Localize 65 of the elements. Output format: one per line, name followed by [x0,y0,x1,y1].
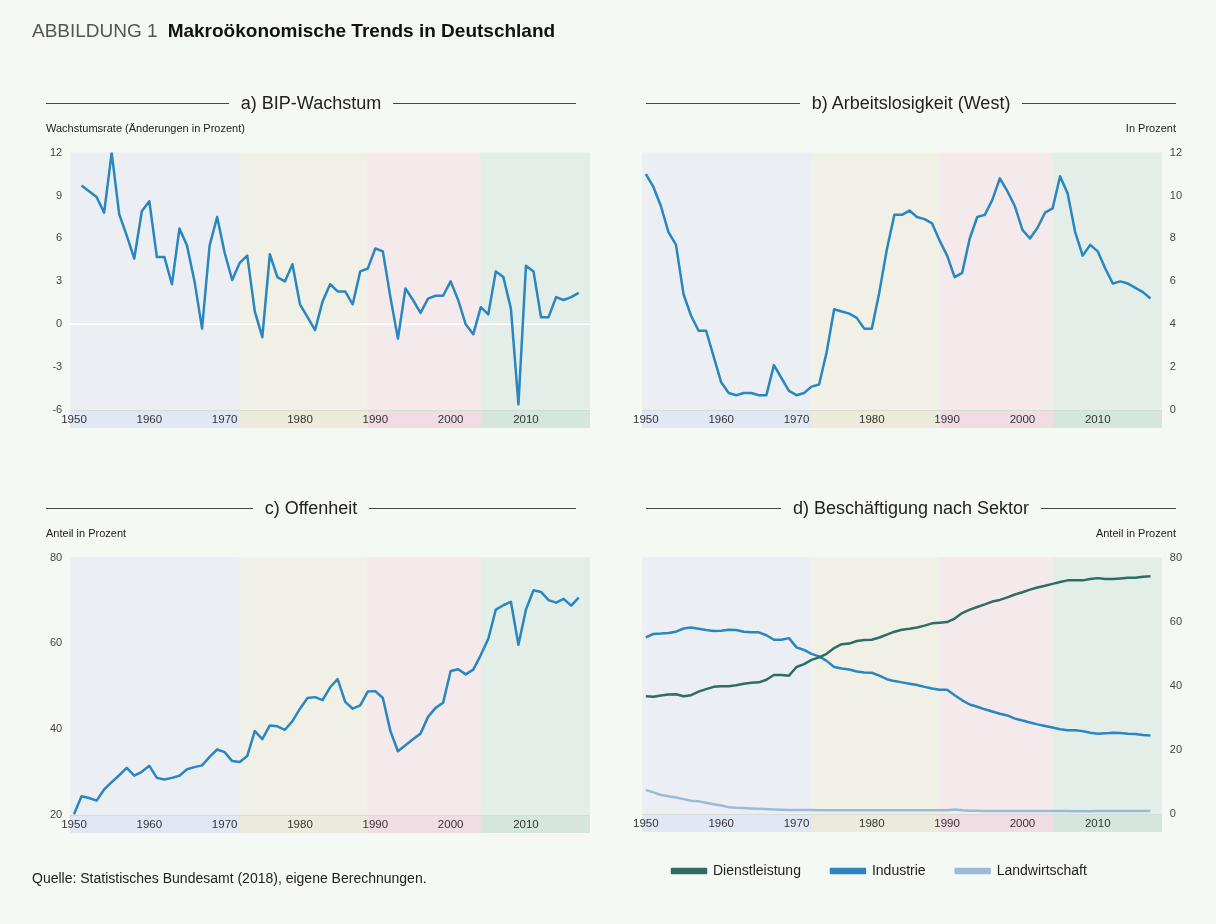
y-tick-label: -6 [52,403,63,416]
x-tick-label: 1970 [211,818,238,831]
x-tick-label: 1960 [708,817,734,830]
y2-tick-label: 20 [1169,743,1183,756]
y2-tick-label: 60 [1169,614,1183,627]
x-tick-label: 1960 [136,413,163,426]
y2-tick-label: 10 [1169,188,1183,201]
y-tick-label: -3 [52,360,63,373]
x-tick-label: 1980 [287,413,313,426]
chart-title: a) BIP-Wachstum [240,92,382,114]
x-tick-label: 2010 [1084,817,1111,830]
chart-title: c) Offenheit [264,497,358,519]
chart-title: d) Beschäftigung nach Sektor [792,497,1030,519]
source-note: Quelle: Statistisches Bundesamt (2018), eigene Berechnungen. [32,870,427,886]
x-tick-label: 1990 [934,817,960,830]
x-tick-label: 1980 [859,413,885,426]
x-tick-label: 2000 [437,818,464,831]
x-tick-label: 1980 [287,818,313,831]
x-tick-label: 1950 [61,413,87,426]
x-tick-label: 2000 [1009,817,1036,830]
x-tick-label: 1950 [633,413,659,426]
x-tick-label: 2010 [1084,413,1111,426]
legend-label: Landwirtschaft [996,861,1088,878]
legend-label: Dienstleistung [713,861,801,878]
y2-axis-title: Anteil in Prozent [1095,527,1176,539]
x-tick-label: 2010 [513,413,539,426]
x-tick-label: 1990 [362,413,389,426]
y2-tick-label: 0 [1169,403,1176,416]
y-tick-label: 40 [49,722,63,735]
y-tick-label: 12 [49,145,63,158]
x-tick-label: 2010 [513,818,539,831]
y2-axis-title: In Prozent [1125,122,1176,134]
y-tick-label: 3 [56,274,63,287]
x-tick-label: 1970 [783,413,810,426]
x-tick-label: 1990 [362,818,389,831]
x-tick-label: 1970 [783,817,810,830]
y2-tick-label: 6 [1169,274,1176,287]
y-tick-label: 80 [49,550,63,563]
x-tick-label: 1990 [934,413,960,426]
y-tick-label: 9 [56,188,63,201]
chart-title: b) Arbeitslosigkeit (West) [811,92,1011,114]
y-tick-label: 60 [49,636,63,649]
y2-tick-label: 4 [1169,317,1176,330]
text: ABBILDUNG 1 [32,20,158,42]
y-tick-label: 6 [56,231,63,244]
x-tick-label: 1960 [708,413,734,426]
x-tick-label: 1950 [633,817,659,830]
text: Makroökonomische Trends in Deutschland [167,20,556,42]
y2-tick-label: 12 [1169,145,1183,158]
x-tick-label: 1950 [61,818,87,831]
x-tick-label: 1980 [859,817,885,830]
y2-tick-label: 80 [1169,550,1183,563]
y-tick-label: 0 [56,317,63,330]
x-tick-label: 2000 [1009,413,1036,426]
y2-tick-label: 2 [1169,360,1176,373]
y-tick-label: 20 [49,808,63,821]
y-axis-title: Anteil in Prozent [46,527,127,539]
y2-tick-label: 8 [1169,231,1176,244]
x-tick-label: 1960 [136,818,163,831]
x-tick-label: 1970 [211,413,238,426]
y2-tick-label: 40 [1169,678,1183,691]
x-tick-label: 2000 [437,413,464,426]
y2-tick-label: 0 [1169,807,1176,820]
y-axis-title: Wachstumsrate (Änderungen in Prozent) [46,122,245,134]
legend-label: Industrie [871,861,926,878]
